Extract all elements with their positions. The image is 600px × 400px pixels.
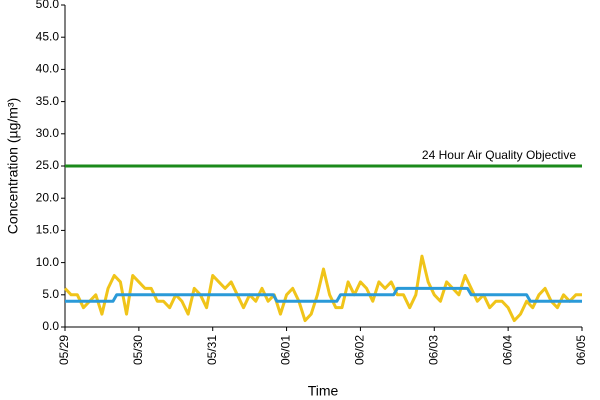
x-tick-label: 05/29 — [57, 335, 71, 365]
y-tick-label: 35.0 — [36, 94, 60, 108]
y-tick-label: 30.0 — [36, 126, 60, 140]
y-axis-label: Concentration (µg/m³) — [5, 98, 21, 234]
data-line — [65, 286, 582, 303]
y-tick-label: 10.0 — [36, 255, 60, 269]
y-tick-label: 25.0 — [36, 158, 60, 172]
x-axis-label: Time — [308, 383, 339, 399]
y-tick-label: 45.0 — [36, 29, 60, 43]
x-tick-label: 05/31 — [205, 335, 219, 365]
y-tick-label: 20.0 — [36, 190, 60, 204]
x-tick-label: 06/04 — [500, 335, 514, 365]
y-tick-label: 0.0 — [42, 319, 59, 333]
y-tick-label: 5.0 — [42, 287, 59, 301]
y-tick-label: 15.0 — [36, 223, 60, 237]
x-tick-label: 05/30 — [131, 335, 145, 365]
x-tick-label: 06/03 — [426, 335, 440, 365]
annotation: 24 Hour Air Quality Objective — [422, 148, 576, 162]
data-line — [63, 254, 582, 323]
x-tick-label: 06/02 — [353, 335, 367, 365]
x-tick-label: 06/01 — [279, 335, 293, 365]
x-tick-label: 06/05 — [574, 335, 588, 365]
y-tick-label: 50.0 — [36, 0, 60, 11]
y-tick-label: 40.0 — [36, 62, 60, 76]
